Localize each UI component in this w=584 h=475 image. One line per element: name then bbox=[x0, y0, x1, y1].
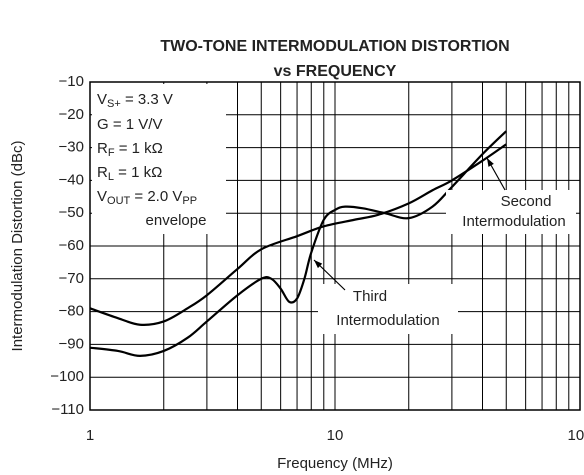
series-label: Third bbox=[353, 288, 387, 305]
series-label: Intermodulation bbox=[462, 213, 565, 230]
condition-text: R bbox=[97, 140, 108, 157]
condition-text: G = 1 V/V bbox=[97, 116, 162, 133]
y-tick-label: −110 bbox=[51, 401, 84, 418]
chart-title: TWO-TONE INTERMODULATION DISTORTION bbox=[160, 38, 509, 55]
y-tick-label: −40 bbox=[59, 171, 84, 188]
lines bbox=[89, 130, 508, 357]
condition: G = 1 V/V bbox=[97, 116, 162, 133]
condition: VOUT = 2.0 VPP bbox=[97, 188, 197, 207]
condition-text: = 1 kΩ bbox=[115, 140, 163, 157]
y-tick-label: −80 bbox=[59, 303, 84, 320]
subscript: OUT bbox=[107, 195, 131, 207]
subscript: S+ bbox=[107, 98, 121, 110]
x-axis-label: Frequency (MHz) bbox=[277, 455, 393, 472]
y-axis-label: Intermodulation Distortion (dBc) bbox=[9, 141, 26, 352]
condition-text: V bbox=[97, 188, 107, 205]
label-box bbox=[446, 190, 576, 234]
condition: RL = 1 kΩ bbox=[97, 164, 162, 183]
subscript: PP bbox=[182, 195, 197, 207]
y-tick-label: −90 bbox=[59, 335, 84, 352]
arrow-head bbox=[314, 260, 323, 269]
y-tick-label: −50 bbox=[59, 204, 84, 221]
chart-title: vs FREQUENCY bbox=[274, 63, 397, 80]
x-tick-label: 100 bbox=[567, 427, 584, 444]
series-line bbox=[89, 143, 507, 326]
conditions-box bbox=[92, 84, 226, 234]
series-line bbox=[89, 130, 508, 357]
condition-text: V bbox=[97, 91, 107, 108]
subscript: L bbox=[108, 171, 114, 183]
y-tick-label: −60 bbox=[59, 237, 84, 254]
subscript: F bbox=[108, 147, 115, 159]
y-tick-label: −70 bbox=[59, 270, 84, 287]
condition-text: = 3.3 V bbox=[121, 91, 173, 108]
y-tick-label: −100 bbox=[50, 368, 84, 385]
condition-text: R bbox=[97, 164, 108, 181]
x-tick-label: 10 bbox=[327, 427, 344, 444]
y-tick-label: −20 bbox=[59, 106, 84, 123]
x-tick-label: 1 bbox=[86, 427, 94, 444]
y-tick-label: −30 bbox=[59, 139, 84, 156]
y-tick-label: −10 bbox=[59, 73, 84, 90]
condition-text: = 2.0 V bbox=[130, 188, 182, 205]
condition: VS+ = 3.3 V bbox=[97, 91, 173, 110]
condition: RF = 1 kΩ bbox=[97, 140, 163, 159]
condition-text: envelope bbox=[146, 212, 207, 229]
condition: envelope bbox=[146, 212, 207, 229]
arrow-head bbox=[487, 158, 494, 167]
condition-text: = 1 kΩ bbox=[114, 164, 162, 181]
plot-frame bbox=[89, 81, 581, 411]
label-box bbox=[318, 284, 458, 334]
series-label: Intermodulation bbox=[336, 312, 439, 329]
series-label: Second bbox=[501, 193, 552, 210]
